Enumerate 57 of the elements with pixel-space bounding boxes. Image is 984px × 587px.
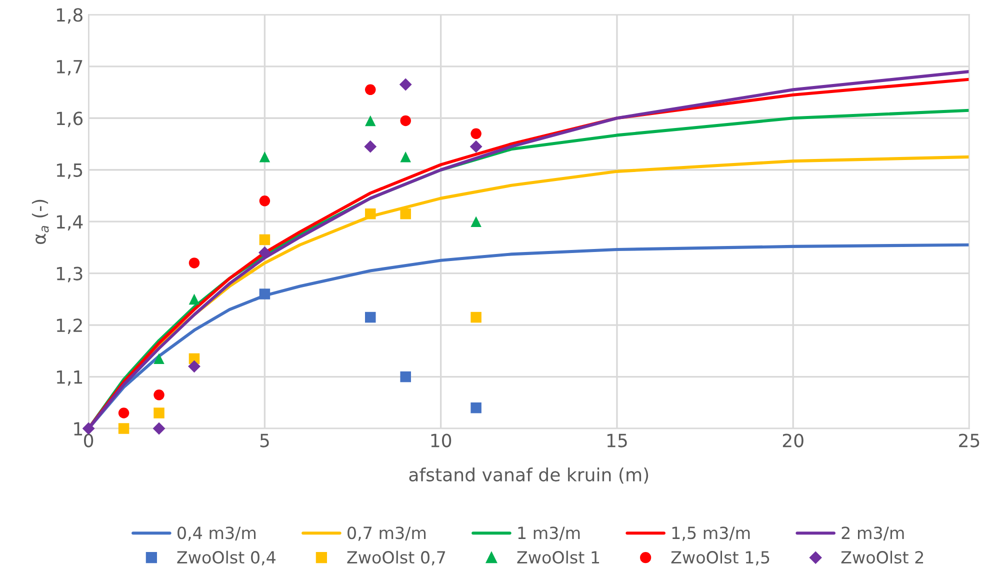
point: [152, 422, 166, 435]
point: [364, 140, 377, 153]
point: [400, 152, 411, 162]
point: [118, 423, 130, 434]
y-tick-label: 1,1: [56, 370, 82, 386]
legend-label: 1,5 m3/m: [672, 526, 750, 541]
point: [470, 128, 482, 140]
x-tick-label: 10: [431, 434, 452, 448]
legend-label: ZwoOlst 1: [517, 550, 600, 564]
point: [365, 312, 376, 323]
point: [188, 360, 200, 373]
x-tick-label: 15: [607, 434, 627, 448]
y-axis-title: α$_{a}$ (-): [32, 200, 49, 244]
point: [470, 140, 482, 153]
point: [365, 84, 376, 96]
y-tick-label: 1,4: [56, 215, 83, 231]
y-tick-label: 1,8: [56, 8, 82, 24]
y-tick-label: 1,6: [56, 112, 83, 128]
x-tick-label: 5: [260, 434, 269, 448]
legend-label: 2 m3/m: [842, 526, 904, 540]
point: [188, 258, 200, 268]
point: [118, 408, 130, 418]
point: [259, 152, 270, 162]
point: [400, 115, 411, 126]
point: [470, 312, 482, 323]
x-axis-title: afstand vanaf de kruin (m): [409, 468, 648, 484]
point: [400, 371, 411, 382]
point: [259, 288, 270, 300]
point: [188, 294, 200, 305]
y-tick-label: 1,3: [56, 266, 82, 282]
legend-label: ZwoOlst 1,5: [671, 550, 770, 566]
legend-label: ZwoOlst 0,7: [347, 550, 446, 566]
point: [365, 208, 376, 220]
point: [470, 216, 482, 227]
point: [82, 422, 95, 435]
legend-label: ZwoOlst 2: [841, 550, 924, 564]
y-tick-label: 1,7: [56, 60, 82, 76]
point: [154, 353, 164, 364]
y-tick-label: 1,5: [56, 164, 82, 179]
point: [470, 402, 482, 414]
point: [400, 208, 411, 220]
y-tick-label: 1: [74, 422, 82, 436]
x-tick-label: 25: [959, 434, 980, 448]
legend-label: 0,7 m3/m: [348, 526, 426, 541]
x-tick-label: 20: [782, 434, 804, 448]
y-tick-label: 1,2: [56, 318, 82, 334]
point: [154, 408, 164, 418]
point: [259, 234, 270, 246]
point: [259, 196, 270, 206]
legend-label: 0,4 m3/m: [178, 526, 256, 541]
legend-label: 1 m3/m: [518, 526, 580, 540]
point: [399, 78, 412, 91]
point: [258, 246, 271, 259]
point: [365, 115, 376, 126]
legend-label: ZwoOlst 0,4: [177, 550, 276, 566]
point: [154, 390, 164, 400]
x-tick-label: 0: [84, 434, 94, 448]
